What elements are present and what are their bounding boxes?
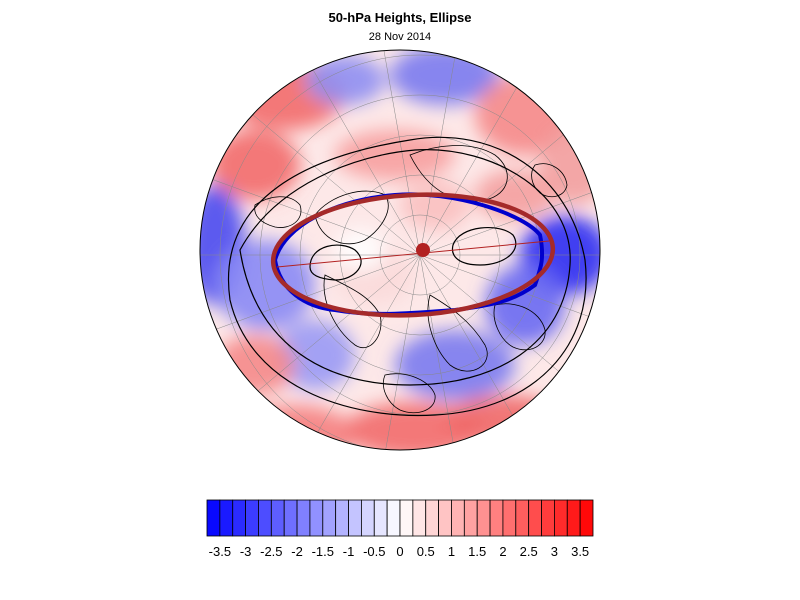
colorbar-tick-label: -1.5 — [312, 544, 334, 559]
colorbar-cell — [412, 499, 427, 537]
colorbar-cells — [206, 499, 594, 537]
height-contour-low-west — [309, 244, 362, 281]
colorbar-tick-label: -1 — [343, 544, 355, 559]
colorbar-tick-label: 2.5 — [520, 544, 538, 559]
colorbar-tick-label: 0.5 — [417, 544, 435, 559]
chart-date: 28 Nov 2014 — [368, 31, 432, 43]
anomaly-patch — [305, 55, 385, 105]
colorbar-cell — [553, 499, 568, 537]
lat-lon-grid — [200, 50, 600, 450]
colorbar-cell — [219, 499, 234, 537]
height-contour-outer — [227, 136, 587, 417]
anomaly-patch — [215, 335, 295, 395]
colorbar-cell — [579, 499, 594, 537]
colorbar-cell — [451, 499, 465, 537]
meridian-line — [269, 50, 421, 256]
chart-title: 50-hPa Heights, Ellipse — [328, 10, 472, 25]
colorbar-cell — [296, 499, 311, 537]
meridian-line — [419, 152, 600, 256]
meridian-line — [200, 152, 421, 256]
colorbar-tick-label: 0 — [396, 544, 403, 559]
height-contour-low-east — [451, 227, 517, 266]
polar-map — [199, 49, 601, 451]
colorbar-cell — [348, 499, 362, 537]
colorbar-cell — [373, 499, 388, 537]
colorbar-cell — [399, 499, 414, 537]
colorbar-cell — [232, 499, 247, 537]
anomaly-patch — [395, 330, 515, 400]
meridian-line — [419, 254, 600, 449]
fitted-ellipse — [270, 192, 556, 318]
colorbar-cell — [283, 499, 298, 537]
colorbar-tick-label: 1 — [448, 544, 455, 559]
colorbar-tick-label: 3.5 — [571, 544, 589, 559]
meridian-line — [419, 50, 473, 256]
coastline — [254, 196, 302, 228]
coastline — [409, 145, 508, 202]
colorbar-cell — [425, 499, 440, 537]
colorbar-cell — [515, 499, 530, 537]
colorbar-cell — [489, 499, 504, 537]
colorbar-cell — [270, 499, 285, 537]
colorbar-cell — [566, 499, 581, 537]
coastline — [314, 190, 389, 245]
meridian-line — [419, 254, 473, 450]
meridian-line — [269, 254, 421, 450]
colorbar-tick-label: -2.5 — [260, 544, 282, 559]
coastlines — [254, 145, 568, 414]
anomaly-patch — [335, 130, 455, 180]
colorbar-cell — [502, 499, 517, 537]
coastline — [427, 294, 488, 372]
ellipse-major-axis — [276, 240, 550, 268]
colorbar-cell — [309, 499, 324, 537]
colorbar-tick-labels: -3.5 -3 -2.5 -2 -1.5 -1 -0.5 0 0.5 1 1.5 2 2.5 3 3.5 — [209, 544, 590, 559]
colorbar-tick-label: -2 — [291, 544, 303, 559]
colorbar-tick-label: 3 — [551, 544, 558, 559]
height-contour-inner — [239, 149, 571, 386]
colorbar-cell — [541, 499, 555, 537]
map-border — [199, 49, 601, 451]
colorbar-tick-label: 2 — [499, 544, 506, 559]
colorbar-cell — [438, 499, 452, 537]
anomaly-patch — [485, 265, 565, 345]
coastline — [383, 373, 436, 414]
meridian-line — [419, 254, 571, 450]
colorbar-cell — [528, 499, 542, 537]
colorbar-cell — [463, 499, 478, 537]
colorbar: -3.5 -3 -2.5 -2 -1.5 -1 -0.5 0 0.5 1 1.5 2 2.5 3 3.5 — [206, 499, 594, 559]
colorbar-cell — [335, 499, 349, 537]
meridian-line — [367, 50, 421, 256]
colorbar-tick-label: 1.5 — [468, 544, 486, 559]
anomaly-patch — [215, 240, 315, 330]
colorbar-cell — [476, 499, 491, 537]
colorbar-cell — [258, 499, 272, 537]
ellipse-center-marker — [416, 243, 430, 257]
colorbar-cell — [245, 499, 259, 537]
meridian-line — [200, 254, 421, 358]
colorbar-cell — [360, 499, 375, 537]
colorbar-tick-label: -3 — [240, 544, 252, 559]
colorbar-tick-label: -0.5 — [363, 544, 385, 559]
colorbar-cell — [386, 499, 401, 537]
colorbar-cell — [206, 499, 221, 537]
meridian-line — [419, 61, 600, 256]
coastline — [531, 163, 568, 198]
meridian-line — [419, 50, 571, 256]
colorbar-cell — [322, 499, 337, 537]
colorbar-tick-label: -3.5 — [209, 544, 231, 559]
coastline — [493, 303, 546, 351]
meridian-line — [367, 254, 421, 450]
